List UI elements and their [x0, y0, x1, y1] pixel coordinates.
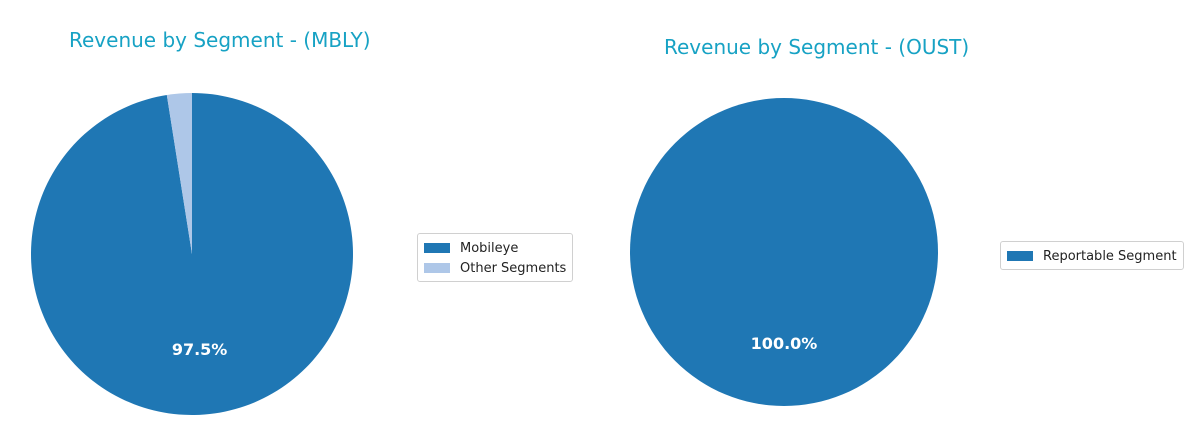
chart-title-oust: Revenue by Segment - (OUST): [664, 35, 970, 59]
chart-panel-mbly: Revenue by Segment - (MBLY) 97.5% Mobile…: [30, 28, 574, 415]
legend-item-other-segments: Other Segments: [424, 258, 566, 278]
legend-label-reportable-segment: Reportable Segment: [1043, 248, 1177, 264]
legend-mbly: Mobileye Other Segments: [417, 233, 574, 282]
legend-label-mobileye: Mobileye: [460, 240, 519, 256]
legend-swatch-mobileye: [424, 243, 450, 253]
legend-oust: Reportable Segment: [1000, 241, 1184, 270]
legend-item-mobileye: Mobileye: [424, 238, 566, 258]
pie-chart-oust: 100.0%: [630, 98, 938, 406]
legend-swatch-reportable-segment: [1007, 251, 1033, 261]
pie-slice-mbly-other-segments: [166, 93, 192, 254]
pie-label-mbly-mobileye: 97.5%: [172, 340, 228, 359]
legend-swatch-other-segments: [424, 263, 450, 273]
legend-label-other-segments: Other Segments: [460, 260, 567, 276]
pie-label-oust-reportable-segment: 100.0%: [751, 334, 818, 353]
chart-panel-oust: Revenue by Segment - (OUST) 100.0% Repor…: [600, 0, 1200, 446]
pie-slice-oust-reportable-segment: [630, 98, 938, 406]
pie-chart-mbly: 97.5%: [30, 93, 354, 415]
chart-title-mbly: Revenue by Segment - (MBLY): [69, 28, 371, 52]
legend-item-reportable-segment: Reportable Segment: [1007, 246, 1177, 266]
